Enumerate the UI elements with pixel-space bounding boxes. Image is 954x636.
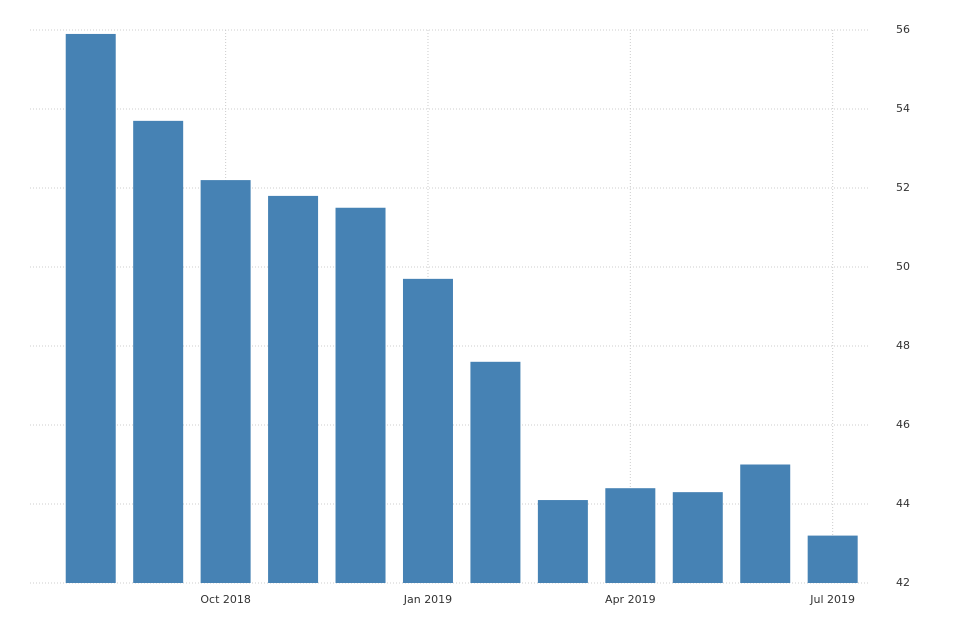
y-tick-label: 42 [896, 576, 910, 589]
bar [402, 278, 453, 583]
x-tick-label: Oct 2018 [200, 593, 251, 606]
y-tick-label: 44 [896, 497, 910, 510]
bar [672, 492, 723, 583]
y-tick-label: 46 [896, 418, 910, 431]
bar [133, 120, 184, 583]
bar [335, 207, 386, 583]
y-tick-label: 50 [896, 260, 910, 273]
x-tick-label: Apr 2019 [605, 593, 656, 606]
bar [740, 464, 791, 583]
bar [537, 500, 588, 583]
bar [605, 488, 656, 583]
y-tick-label: 48 [896, 339, 910, 352]
bar [65, 33, 116, 583]
bar [200, 180, 251, 583]
y-tick-label: 54 [896, 102, 910, 115]
bar [268, 195, 319, 583]
x-tick-label: Jul 2019 [809, 593, 855, 606]
y-tick-label: 52 [896, 181, 910, 194]
y-tick-label: 56 [896, 23, 910, 36]
bar [470, 361, 521, 583]
bar [807, 535, 858, 583]
x-tick-label: Jan 2019 [403, 593, 452, 606]
